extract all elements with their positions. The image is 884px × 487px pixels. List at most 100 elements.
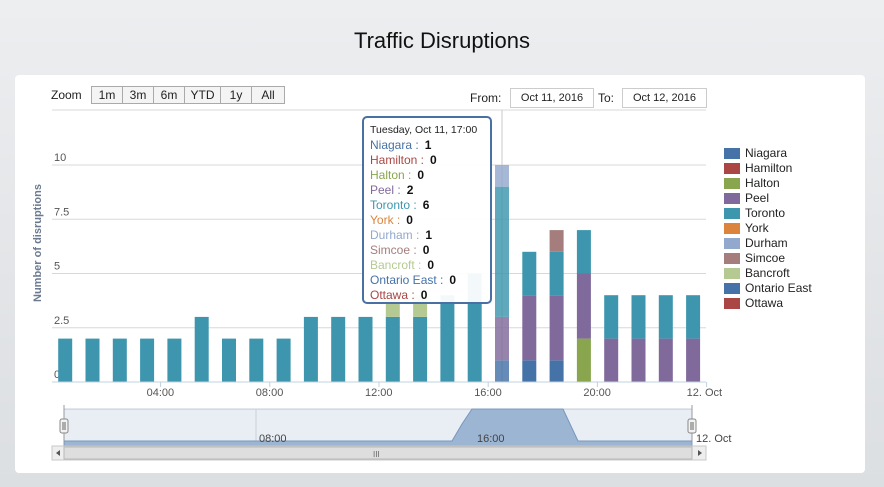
bar-toronto	[331, 316, 346, 382]
tooltip-row-label: Ontario East :	[370, 273, 444, 287]
legend-item[interactable]: Niagara	[724, 146, 854, 161]
bar-toronto	[85, 338, 100, 382]
bar-halton	[576, 338, 591, 382]
bar-durham	[495, 165, 509, 187]
bar-toronto	[413, 316, 428, 382]
navigator-label: 12. Oct	[696, 433, 731, 445]
tooltip-row: Hamilton : 0	[370, 153, 437, 167]
tooltip-row: Simcoe : 0	[370, 243, 429, 257]
legend-item[interactable]: Halton	[724, 176, 854, 191]
legend-label: Hamilton	[745, 161, 793, 175]
to-date-input[interactable]: Oct 12, 2016	[622, 88, 707, 108]
bar-toronto	[631, 295, 646, 339]
y-tick-label: 7.5	[54, 206, 69, 218]
navigator-handle[interactable]	[59, 418, 69, 434]
tooltip-row-label: Durham :	[370, 228, 420, 242]
tooltip-row-label: Simcoe :	[370, 243, 417, 257]
zoom-buttons: 1m 3m 6m YTD 1y All	[91, 86, 285, 104]
tooltip-row: York : 0	[370, 213, 413, 227]
scrollbar-thumb[interactable]	[63, 446, 693, 460]
tooltip-row-value: 0	[417, 168, 425, 182]
legend-swatch	[724, 163, 740, 174]
legend-item[interactable]: Toronto	[724, 206, 854, 221]
legend-item[interactable]: Hamilton	[724, 161, 854, 176]
tooltip-row: Durham : 1	[370, 228, 432, 242]
bar-toronto	[276, 338, 291, 382]
bar-peel	[604, 338, 619, 382]
legend-item[interactable]: Bancroft	[724, 266, 854, 281]
bar-toronto	[686, 295, 701, 339]
legend-label: Ottawa	[745, 296, 784, 310]
legend-swatch	[724, 283, 740, 294]
bar-toronto	[658, 295, 673, 339]
tooltip-row-value: 1	[424, 138, 432, 152]
legend-swatch	[724, 223, 740, 234]
navigator-mask	[64, 409, 692, 446]
tooltip-row: Ottawa : 0	[370, 288, 427, 302]
bar-toronto	[303, 316, 318, 382]
tooltip-row-value: 0	[430, 153, 437, 167]
legend-item[interactable]: Durham	[724, 236, 854, 251]
legend-label: Durham	[745, 236, 788, 250]
y-tick-label: 0	[54, 369, 60, 381]
tooltip-row-label: Halton :	[370, 168, 412, 182]
zoom-all-button[interactable]: All	[251, 86, 285, 104]
bar-toronto	[549, 251, 564, 296]
y-tick-label: 2.5	[54, 315, 69, 327]
bar-toronto	[112, 338, 127, 382]
x-tick-label: 16:00	[474, 387, 502, 399]
tooltip-row: Toronto : 6	[370, 198, 429, 212]
legend-item[interactable]: Peel	[724, 191, 854, 206]
x-tick-label: 12. Oct	[687, 387, 722, 399]
legend-item[interactable]: Ottawa	[724, 296, 854, 311]
page-title: Traffic Disruptions	[353, 28, 531, 53]
x-tick-label: 08:00	[256, 387, 284, 399]
y-tick-label: 10	[54, 152, 66, 164]
navigator-handle[interactable]	[687, 418, 697, 434]
tooltip-row-value: 6	[422, 198, 430, 212]
legend-item[interactable]: York	[724, 221, 854, 236]
bar-niagara	[522, 360, 537, 382]
legend-label: Halton	[745, 176, 780, 190]
tooltip-row-label: Ottawa :	[370, 288, 415, 302]
bar-peel	[658, 338, 673, 382]
legend-label: Ontario East	[745, 281, 812, 295]
legend-swatch	[724, 148, 740, 159]
zoom-6m-button[interactable]: 6m	[153, 86, 185, 104]
bar-peel	[576, 273, 591, 339]
navigator-label: 16:00	[477, 433, 505, 445]
bar-peel	[495, 316, 509, 361]
tooltip-row-label: Toronto :	[370, 198, 417, 212]
legend-swatch	[724, 268, 740, 279]
scroll-right-arrow-icon[interactable]	[698, 450, 702, 456]
legend-label: York	[745, 221, 769, 235]
bar-toronto	[358, 316, 373, 382]
from-date-input[interactable]: Oct 11, 2016	[510, 88, 594, 108]
legend-label: Niagara	[745, 146, 788, 160]
legend-label: Bancroft	[745, 266, 790, 280]
bar-simcoe	[549, 230, 564, 252]
bar-toronto	[495, 186, 509, 317]
bar-toronto	[576, 230, 591, 274]
bar-toronto	[249, 338, 264, 382]
legend-swatch	[724, 193, 740, 204]
tooltip-row: Peel : 2	[370, 183, 413, 197]
tooltip-row-label: Niagara :	[370, 138, 419, 152]
zoom-ytd-button[interactable]: YTD	[184, 86, 221, 104]
bar-toronto	[167, 338, 182, 382]
bar-toronto	[522, 251, 537, 296]
scroll-left-arrow-icon[interactable]	[56, 450, 60, 456]
tooltip-row-label: Peel :	[370, 183, 401, 197]
tooltip-row-label: Hamilton :	[370, 153, 425, 167]
zoom-label: Zoom	[51, 88, 82, 102]
legend-item[interactable]: Simcoe	[724, 251, 854, 266]
legend-swatch	[724, 253, 740, 264]
zoom-1y-button[interactable]: 1y	[220, 86, 252, 104]
bar-peel	[522, 295, 537, 361]
tooltip-row: Niagara : 1	[370, 138, 431, 152]
legend-item[interactable]: Ontario East	[724, 281, 854, 296]
tooltip-row-value: 1	[425, 228, 433, 242]
tooltip-row-value: 0	[422, 243, 430, 257]
tooltip-row-value: 0	[406, 213, 413, 227]
